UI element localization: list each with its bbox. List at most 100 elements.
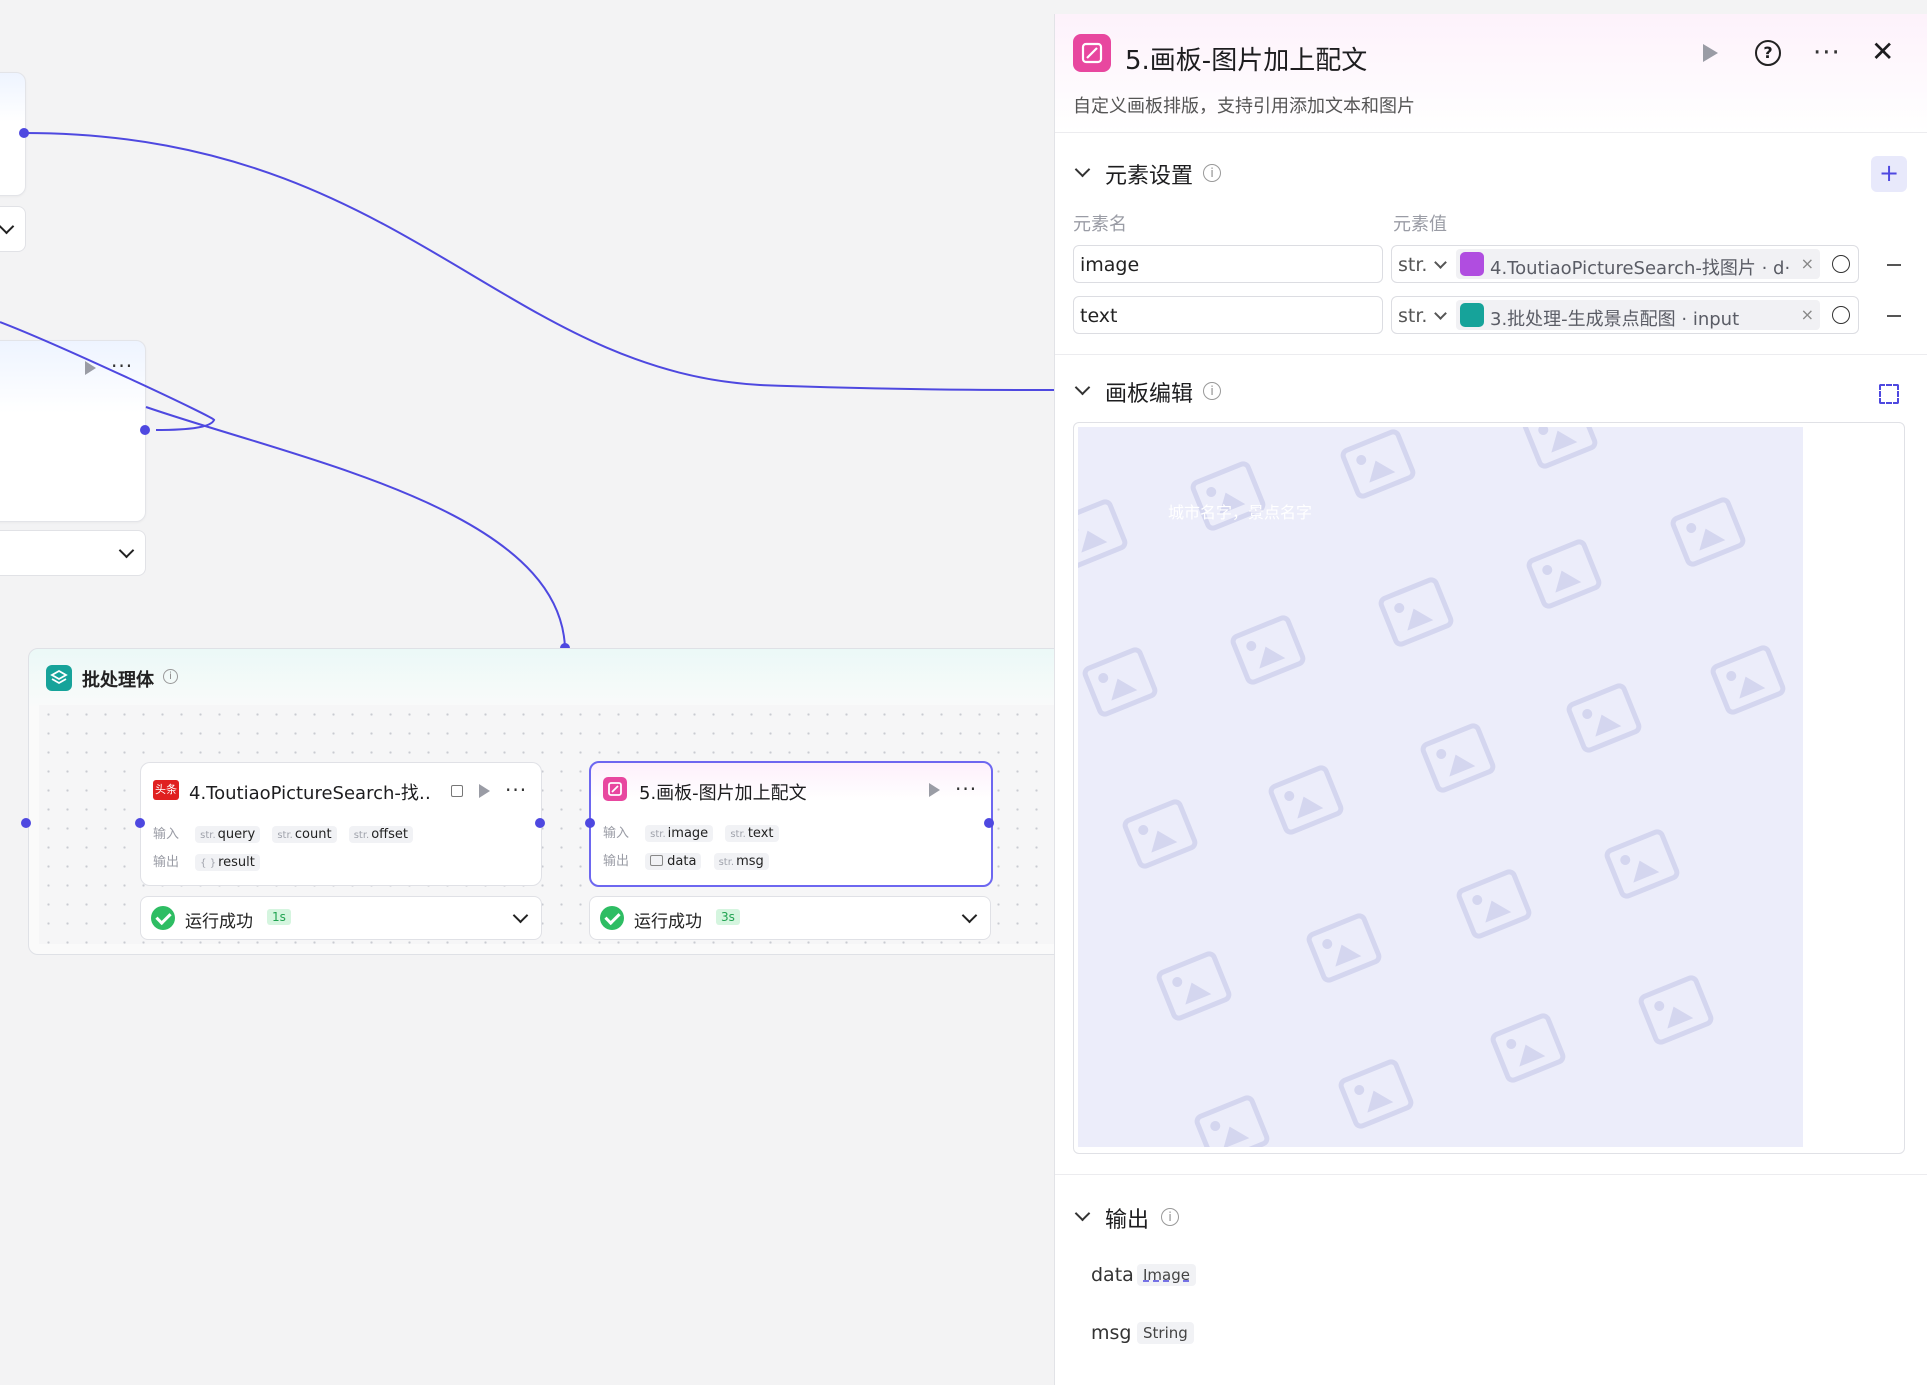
remove-row-icon[interactable] bbox=[1887, 264, 1901, 266]
info-icon[interactable]: i bbox=[1203, 382, 1221, 400]
info-icon[interactable]: i bbox=[1161, 1208, 1179, 1226]
type-select[interactable]: str. bbox=[1398, 305, 1428, 327]
node-outputs: 输出 data str. msg bbox=[603, 850, 777, 870]
chevron-down-icon[interactable] bbox=[512, 907, 529, 924]
column-label-name: 元素名 bbox=[1073, 214, 1127, 235]
node-title: 4.ToutiaoPictureSearch-找… bbox=[189, 783, 429, 804]
partial-node-top-status[interactable] bbox=[0, 206, 26, 252]
wire-to-batch bbox=[145, 406, 566, 649]
tag-name: query bbox=[217, 827, 256, 842]
clear-ref-icon[interactable]: × bbox=[1800, 254, 1814, 273]
remove-row-icon[interactable] bbox=[1887, 315, 1901, 317]
cache-icon[interactable] bbox=[451, 785, 463, 797]
tag-name: msg bbox=[736, 854, 764, 869]
port-dot[interactable] bbox=[140, 425, 150, 435]
run-node-icon[interactable] bbox=[85, 361, 96, 375]
node-status-bar[interactable]: 运行成功 3s bbox=[589, 896, 991, 940]
variable-pick-icon[interactable] bbox=[1832, 306, 1850, 324]
image-placeholder-icon bbox=[1228, 612, 1308, 688]
run-icon[interactable] bbox=[1703, 44, 1718, 62]
image-placeholder-icon bbox=[1564, 680, 1644, 756]
output-tag: str. msg bbox=[713, 853, 769, 870]
element-name-input[interactable]: text bbox=[1073, 296, 1383, 334]
more-icon[interactable]: ··· bbox=[955, 777, 978, 801]
tag-type: str. bbox=[200, 830, 216, 841]
panel-title: 5.画板-图片加上配文 bbox=[1125, 46, 1368, 76]
chevron-down-icon[interactable] bbox=[1434, 256, 1447, 269]
plugin-cube-icon bbox=[1460, 252, 1484, 276]
chevron-down-icon bbox=[118, 542, 135, 559]
more-icon[interactable]: ··· bbox=[111, 354, 134, 378]
port-dot[interactable] bbox=[984, 818, 994, 828]
board-text-element[interactable]: 城市名字，景点名字 bbox=[1168, 503, 1313, 522]
variable-pick-icon[interactable] bbox=[1832, 255, 1850, 273]
duration-badge: 1s bbox=[267, 909, 291, 925]
output-field-name: msg bbox=[1091, 1322, 1132, 1344]
port-dot[interactable] bbox=[19, 128, 29, 138]
clear-ref-icon[interactable]: × bbox=[1800, 305, 1814, 324]
tag-name: offset bbox=[371, 827, 408, 842]
board-editor[interactable]: 城市名字，景点名字 bbox=[1073, 422, 1905, 1154]
port-dot[interactable] bbox=[535, 818, 545, 828]
image-placeholder-icon bbox=[1636, 972, 1716, 1048]
more-icon[interactable]: ··· bbox=[1813, 38, 1841, 68]
collapse-chevron-icon[interactable] bbox=[1074, 161, 1091, 178]
element-name-text: text bbox=[1080, 305, 1118, 327]
tag-type: { } bbox=[200, 858, 217, 869]
board-artboard[interactable]: 城市名字，景点名字 bbox=[1078, 427, 1803, 1147]
node-status-bar[interactable]: 运行成功 1s bbox=[140, 896, 542, 940]
toutiao-icon: 头条 bbox=[153, 780, 179, 800]
output-field-type[interactable]: Image bbox=[1137, 1264, 1196, 1286]
tag-type: str. bbox=[353, 830, 370, 841]
port-dot[interactable] bbox=[135, 818, 145, 828]
run-node-icon[interactable] bbox=[479, 784, 490, 798]
node-config-panel: 5.画板-图片加上配文 ? ··· ✕ 自定义画板排版，支持引用添加文本和图片 … bbox=[1054, 14, 1927, 1385]
tag-type: str. bbox=[730, 829, 746, 840]
node-inputs: 输入 str. image str. text bbox=[603, 822, 787, 842]
chevron-down-icon[interactable] bbox=[961, 907, 978, 924]
node-canvas-board[interactable]: 5.画板-图片加上配文 ··· 输入 str. image str. text 输出… bbox=[589, 761, 993, 887]
workflow-canvas[interactable]: · ··· 批处理体 i 头条 4.ToutiaoPi bbox=[0, 0, 1054, 1385]
fullscreen-icon[interactable] bbox=[1879, 384, 1899, 404]
collapse-chevron-icon[interactable] bbox=[1074, 1205, 1091, 1222]
image-placeholder-icon bbox=[1078, 496, 1130, 572]
section-divider bbox=[1055, 354, 1927, 355]
partial-node-middle-status[interactable] bbox=[0, 530, 146, 576]
input-tag: str. text bbox=[725, 825, 779, 842]
run-node-icon[interactable] bbox=[929, 783, 940, 797]
image-placeholder-icon bbox=[1266, 762, 1346, 838]
input-tag: str. query bbox=[195, 826, 261, 843]
type-select[interactable]: str. bbox=[1398, 254, 1428, 276]
more-icon[interactable]: ··· bbox=[505, 778, 528, 802]
image-placeholder-icon bbox=[1454, 866, 1534, 942]
close-icon[interactable]: ✕ bbox=[1871, 35, 1895, 68]
partial-node-middle[interactable]: ··· bbox=[0, 340, 146, 522]
element-name-input[interactable]: image bbox=[1073, 245, 1383, 283]
ref-chip[interactable]: 3.批处理-生成景点配图 · input × bbox=[1456, 300, 1820, 330]
add-element-button[interactable]: + bbox=[1871, 156, 1907, 192]
port-dot[interactable] bbox=[21, 818, 31, 828]
image-placeholder-icon bbox=[1192, 1092, 1272, 1147]
tag-type: str. bbox=[718, 857, 735, 868]
info-icon[interactable]: i bbox=[1203, 164, 1221, 182]
image-placeholder-icon bbox=[1524, 536, 1604, 612]
info-icon[interactable]: i bbox=[163, 669, 178, 684]
image-placeholder-icon bbox=[1120, 796, 1200, 872]
collapse-chevron-icon[interactable] bbox=[1074, 379, 1091, 396]
ref-chip[interactable]: 4.ToutiaoPictureSearch-找图片 · d· × bbox=[1456, 249, 1820, 279]
element-value-ref[interactable]: str. 3.批处理-生成景点配图 · input × bbox=[1391, 296, 1859, 334]
output-tag: { } result bbox=[195, 854, 260, 871]
tag-name: count bbox=[294, 827, 332, 842]
section-title: 元素设置 bbox=[1105, 164, 1194, 189]
output-tag: data bbox=[645, 853, 702, 870]
success-check-icon bbox=[600, 906, 624, 930]
batch-title: 批处理体 bbox=[82, 670, 154, 691]
chevron-down-icon[interactable] bbox=[1434, 307, 1447, 320]
element-value-ref[interactable]: str. 4.ToutiaoPictureSearch-找图片 · d· × bbox=[1391, 245, 1859, 283]
panel-header: 5.画板-图片加上配文 ? ··· ✕ 自定义画板排版，支持引用添加文本和图片 bbox=[1055, 14, 1927, 133]
board-node-icon bbox=[603, 777, 627, 801]
port-dot[interactable] bbox=[585, 818, 595, 828]
node-toutiao-search[interactable]: 头条 4.ToutiaoPictureSearch-找… ··· 输入 str.… bbox=[140, 762, 542, 886]
help-icon[interactable]: ? bbox=[1755, 40, 1781, 66]
image-placeholder-icon bbox=[1418, 720, 1498, 796]
